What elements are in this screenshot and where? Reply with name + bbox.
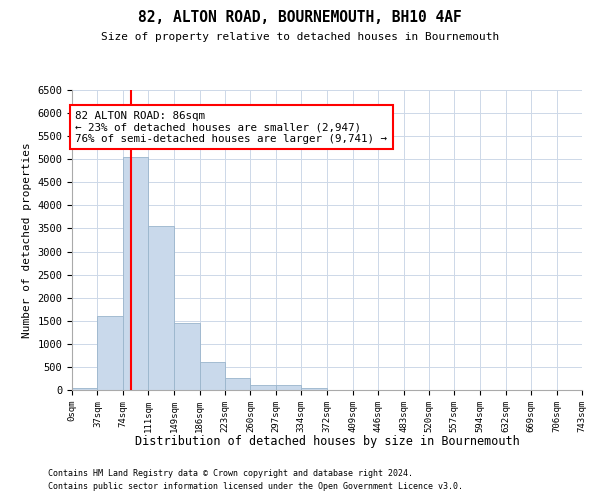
- Text: Size of property relative to detached houses in Bournemouth: Size of property relative to detached ho…: [101, 32, 499, 42]
- Y-axis label: Number of detached properties: Number of detached properties: [22, 142, 32, 338]
- Bar: [174, 323, 200, 390]
- Bar: [123, 157, 148, 390]
- Bar: [301, 388, 328, 390]
- Text: 82 ALTON ROAD: 86sqm
← 23% of detached houses are smaller (2,947)
76% of semi-de: 82 ALTON ROAD: 86sqm ← 23% of detached h…: [76, 111, 388, 144]
- Text: 82, ALTON ROAD, BOURNEMOUTH, BH10 4AF: 82, ALTON ROAD, BOURNEMOUTH, BH10 4AF: [138, 10, 462, 25]
- Bar: [200, 362, 225, 390]
- Bar: [250, 386, 276, 390]
- Bar: [72, 388, 97, 390]
- Text: Distribution of detached houses by size in Bournemouth: Distribution of detached houses by size …: [134, 435, 520, 448]
- Text: Contains HM Land Registry data © Crown copyright and database right 2024.: Contains HM Land Registry data © Crown c…: [48, 468, 413, 477]
- Bar: [225, 378, 250, 390]
- Bar: [97, 316, 123, 390]
- Bar: [148, 226, 174, 390]
- Text: Contains public sector information licensed under the Open Government Licence v3: Contains public sector information licen…: [48, 482, 463, 491]
- Bar: [276, 386, 301, 390]
